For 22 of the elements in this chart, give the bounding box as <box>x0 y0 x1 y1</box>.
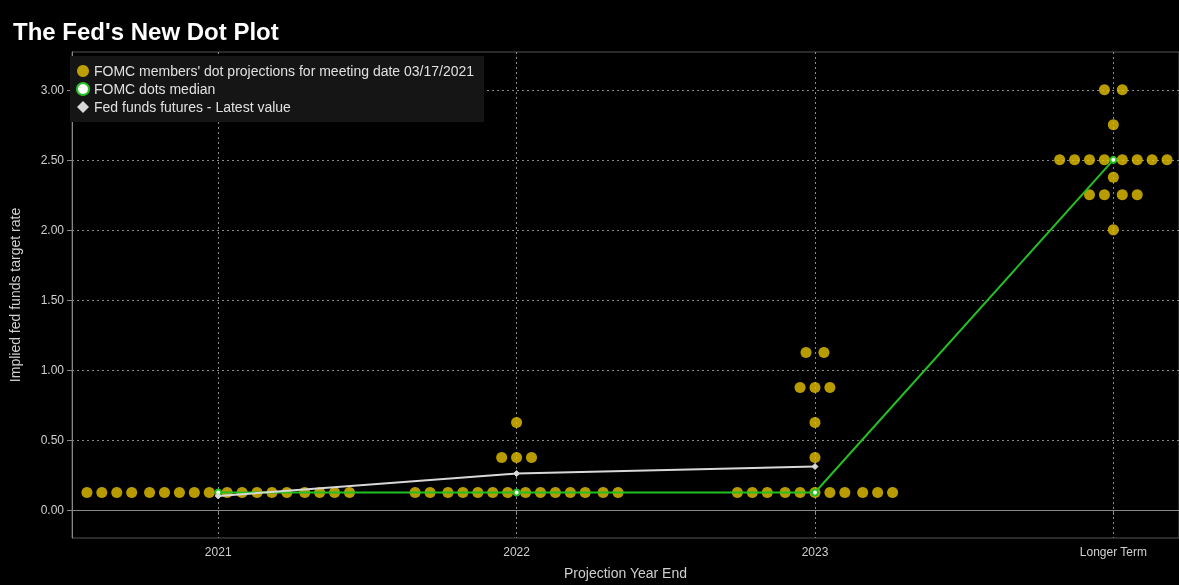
point <box>512 488 521 497</box>
point <box>811 463 819 471</box>
y-tick-label: 1.00 <box>40 362 65 377</box>
legend-label: FOMC members' dot projections for meeting date 03/17/2021 <box>94 63 475 79</box>
legend-label: Fed funds futures - Latest value <box>94 99 292 115</box>
x-tick-label: Longer Term <box>1079 545 1147 559</box>
x-axis-title: Projection Year End <box>564 565 687 581</box>
x-tick-label: 2023 <box>801 545 829 559</box>
x-tick-label: 2022 <box>503 545 531 559</box>
y-tick-label: 0.00 <box>40 502 65 517</box>
y-tick-label: 0.50 <box>40 432 65 447</box>
y-tick-label: 2.00 <box>40 222 65 237</box>
y-axis-title: Implied fed funds target rate <box>7 207 23 383</box>
y-tick-label: 2.50 <box>40 152 65 167</box>
y-tick-label: 3.00 <box>40 82 65 97</box>
chart-title: The Fed's New Dot Plot <box>13 17 279 45</box>
point <box>1109 155 1118 164</box>
point <box>214 492 222 500</box>
y-tick-label: 1.50 <box>40 292 65 307</box>
legend-label: FOMC dots median <box>94 81 216 97</box>
point <box>513 470 521 478</box>
x-tick-label: 2021 <box>204 545 232 559</box>
